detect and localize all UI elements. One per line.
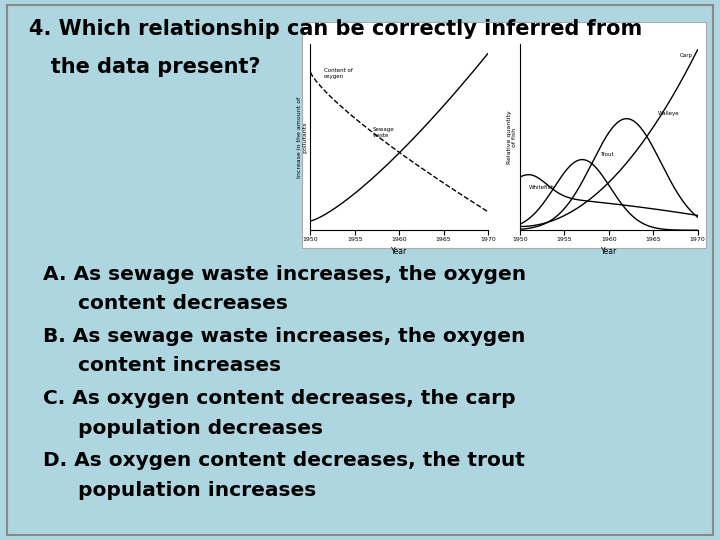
FancyBboxPatch shape: [302, 22, 706, 248]
Text: C. As oxygen content decreases, the carp: C. As oxygen content decreases, the carp: [43, 389, 516, 408]
Text: 4. Which relationship can be correctly inferred from: 4. Which relationship can be correctly i…: [29, 19, 642, 39]
FancyBboxPatch shape: [7, 5, 713, 535]
Text: Content of
oxygen: Content of oxygen: [324, 68, 353, 79]
Text: Walleye: Walleye: [658, 111, 680, 116]
Text: the data present?: the data present?: [29, 57, 261, 77]
Text: population increases: population increases: [43, 481, 317, 500]
Text: content increases: content increases: [43, 356, 282, 375]
Y-axis label: Relative quantity
of fish: Relative quantity of fish: [507, 110, 518, 164]
Text: Carp: Carp: [680, 53, 693, 58]
Text: D. As oxygen content decreases, the trout: D. As oxygen content decreases, the trou…: [43, 451, 525, 470]
Text: B. As sewage waste increases, the oxygen: B. As sewage waste increases, the oxygen: [43, 327, 526, 346]
X-axis label: Year: Year: [391, 247, 408, 256]
Text: content decreases: content decreases: [43, 294, 288, 313]
Text: Trout: Trout: [600, 152, 613, 157]
Text: A. As sewage waste increases, the oxygen: A. As sewage waste increases, the oxygen: [43, 265, 526, 284]
Text: Whitefish: Whitefish: [529, 185, 555, 190]
X-axis label: Year: Year: [600, 247, 617, 256]
Text: Sewage
waste: Sewage waste: [372, 127, 395, 138]
Y-axis label: Increase in the amount of
pollutants: Increase in the amount of pollutants: [297, 97, 307, 178]
Text: population decreases: population decreases: [43, 418, 323, 437]
